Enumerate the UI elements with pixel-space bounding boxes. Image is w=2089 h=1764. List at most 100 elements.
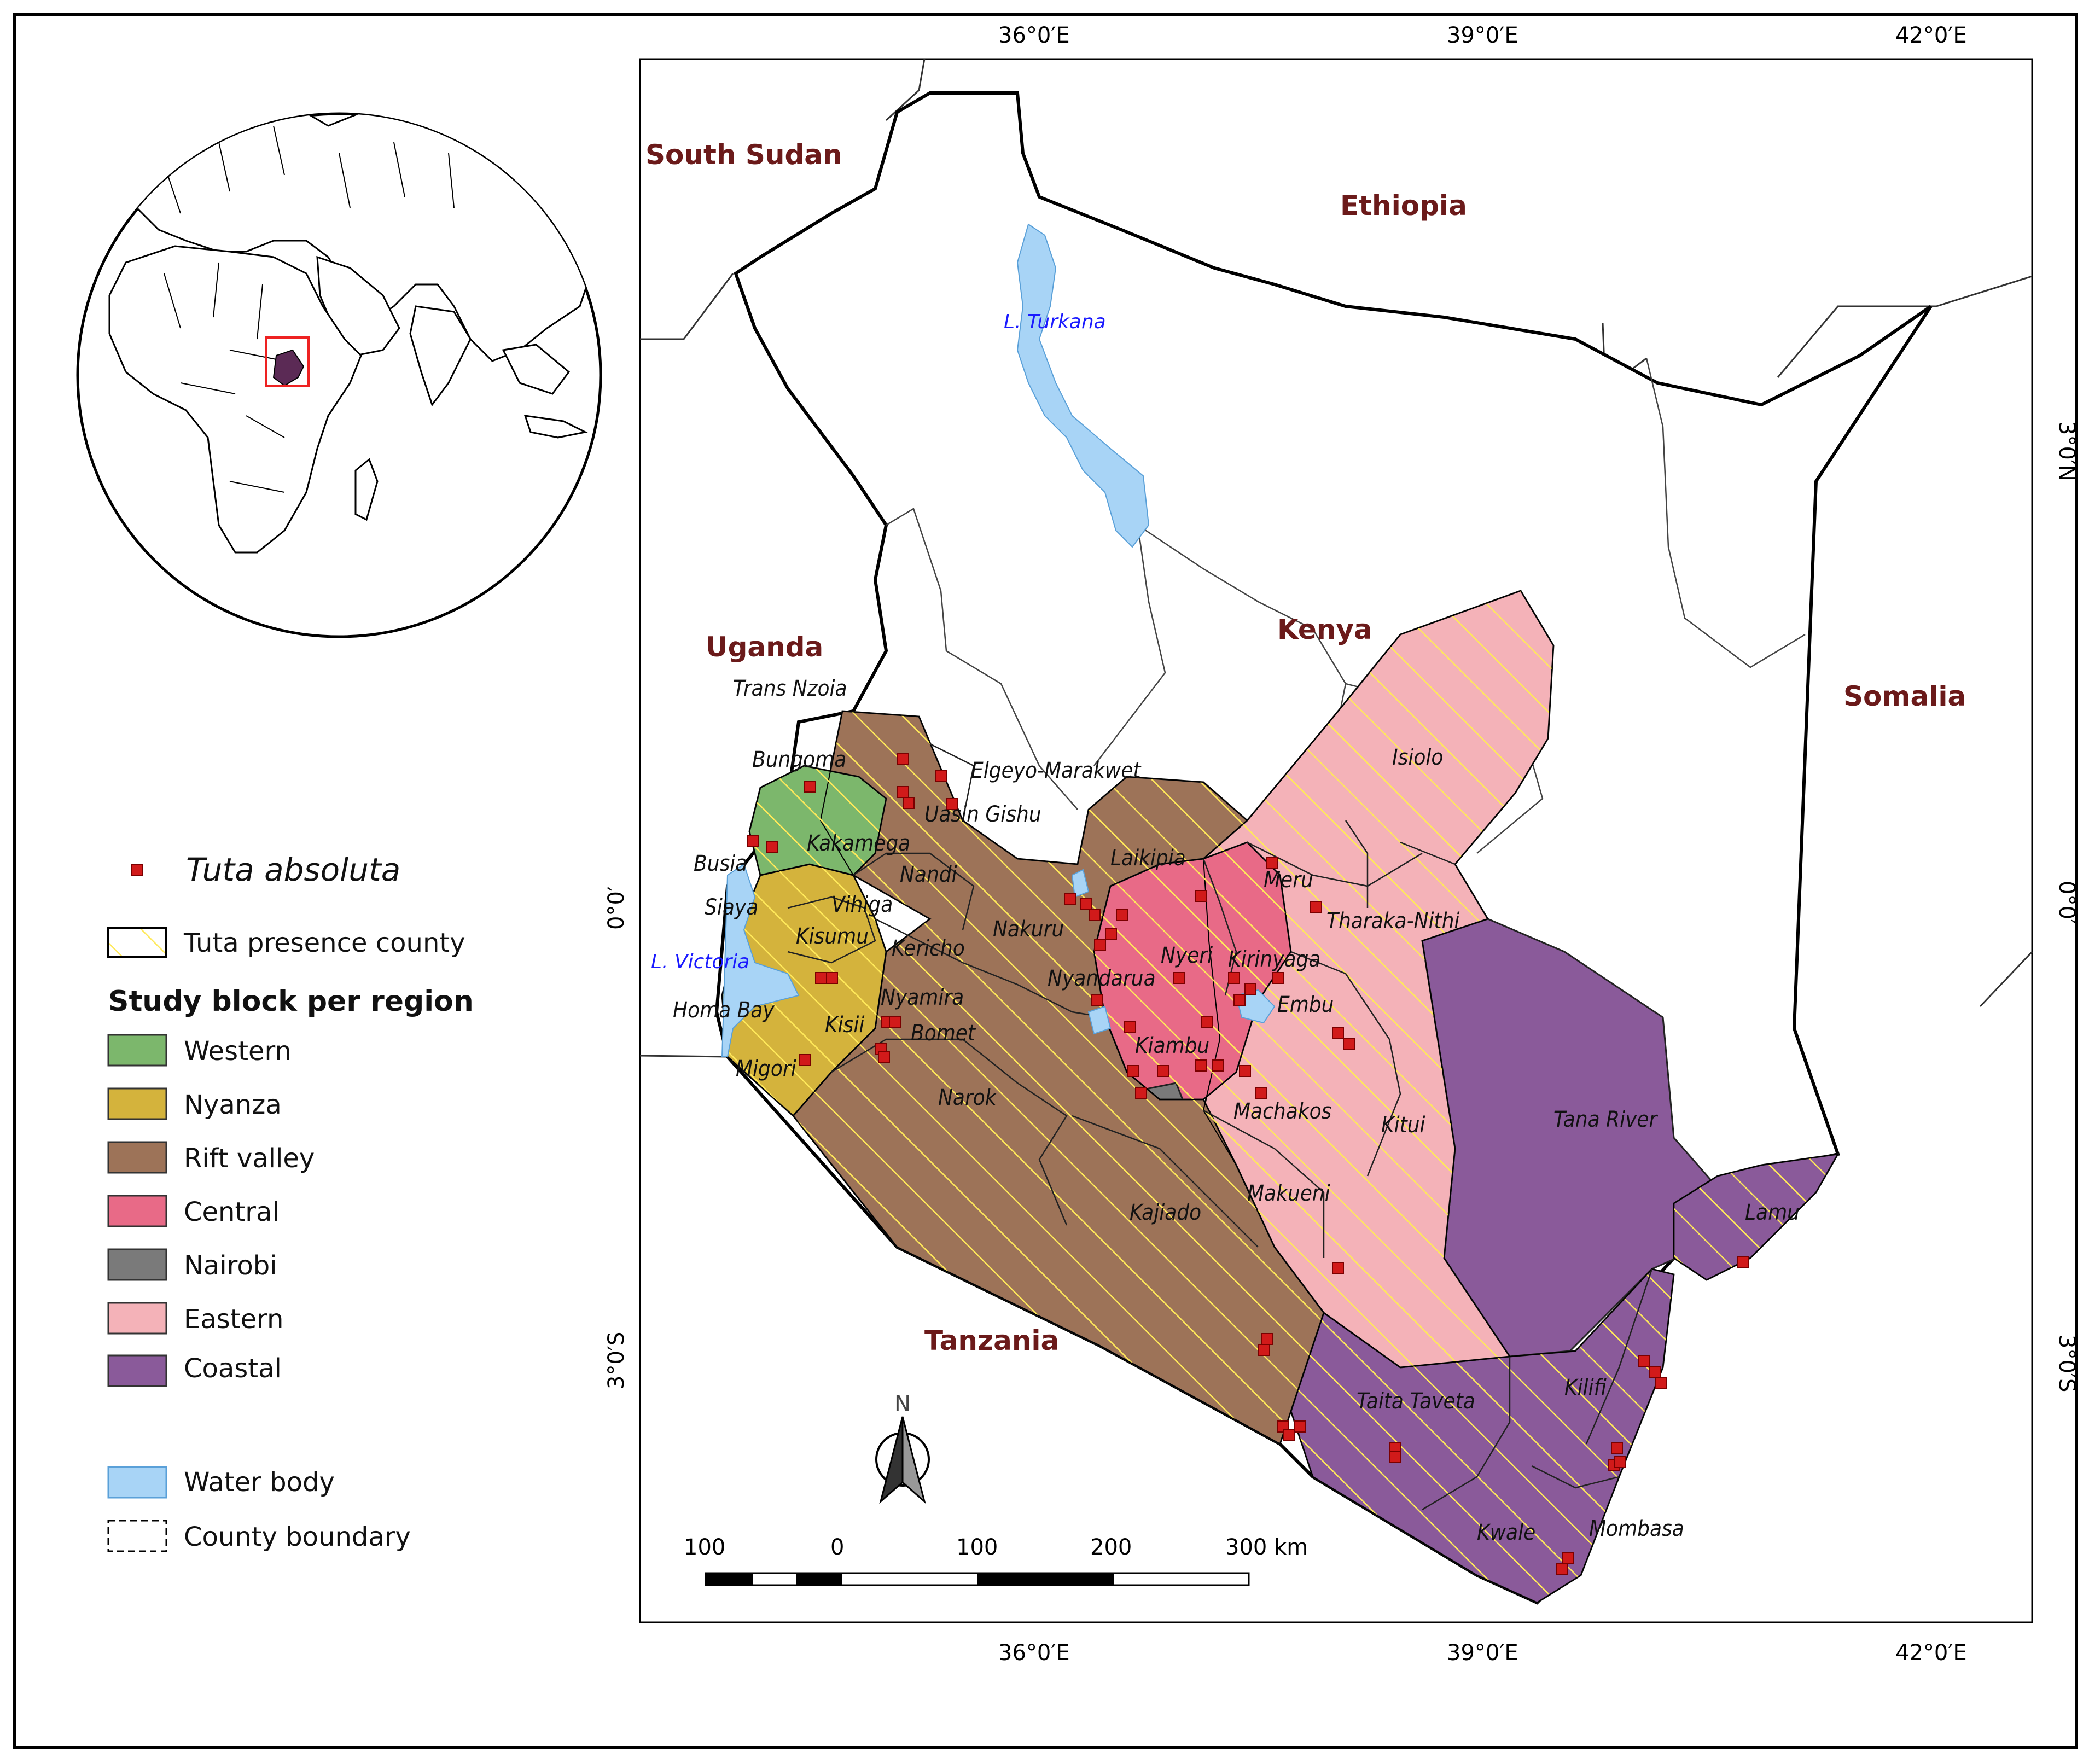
county-label: Trans Nzoia [733,676,847,701]
occurrence-point [1562,1552,1574,1564]
occurrence-points [747,753,1749,1575]
occurrence-point [747,835,759,847]
county-label: Nyeri [1161,943,1213,968]
graticule-left-label: 3°0′S [604,1332,629,1389]
occurrence-point [1089,909,1101,921]
legend-label-coastal: Coastal [184,1353,282,1384]
legend-regions-title: Study block per region [108,985,474,1018]
occurrence-point [903,797,915,809]
country-label-ethiopia: Ethiopia [1340,190,1467,222]
legend-presence-label: Tuta presence county [183,928,465,958]
graticule-right-label: 3°0′N [2054,421,2079,481]
occurrence-point [1294,1420,1306,1433]
county-label: Kilifi [1564,1375,1607,1400]
lake-baringo [1071,869,1090,898]
occurrence-point [1266,857,1278,869]
graticule-bottom-label: 42°0′E [1895,1640,1967,1666]
occurrence-point [826,972,838,984]
legend-swatch-coastal [107,1354,167,1387]
country-label-somalia: Somalia [1843,680,1966,712]
scale-bar-label: 300 km [1225,1535,1308,1560]
scale-bar-label: 0 [830,1535,844,1560]
legend-swatch-nairobi [107,1248,167,1281]
legend-label-nyanza: Nyanza [184,1090,282,1120]
county-label: Kirinyaga [1228,947,1320,972]
occurrence-point [897,753,909,765]
north-arrow-label: N [894,1392,911,1417]
county-label: Vihiga [831,892,893,917]
occurrence-point [1064,893,1076,905]
county-label: Kericho [892,936,965,961]
legend-point-swatch [131,864,143,876]
county-label: Migori [736,1056,796,1081]
county-label: Busia [694,851,747,876]
occurrence-point [1283,1429,1295,1441]
occurrence-point [889,1016,901,1028]
scale-bar: 100 0 100 200 300 km [684,1535,1308,1586]
occurrence-point [1332,1027,1344,1039]
county-label: Bomet [911,1021,976,1046]
county-label: Taita Taveta [1357,1389,1475,1414]
occurrence-point [935,770,947,782]
occurrence-point [799,1054,811,1066]
county-label: Nyandarua [1048,966,1156,991]
occurrence-point [1127,1065,1139,1077]
county-label: Embu [1277,992,1334,1017]
occurrence-point [1195,890,1207,902]
county-label: Kakamega [807,831,910,856]
occurrence-point [1638,1355,1650,1367]
graticule-left-label: 0°0′ [604,886,629,930]
occurrence-point [1105,928,1117,940]
graticule-bottom-label: 36°0′E [998,1640,1070,1666]
county-label: Nandi [900,862,957,887]
legend-label-western: Western [184,1036,292,1067]
legend-swatch-western [107,1034,167,1067]
occurrence-point [878,1051,890,1063]
county-label: Homa Bay [673,998,775,1023]
county-label: Tana River [1553,1107,1659,1132]
county-label: Uasin Gishu [924,802,1041,827]
county-label: Kitui [1381,1113,1425,1138]
occurrence-point [1212,1059,1224,1072]
county-label: Narok [938,1085,998,1110]
figure-frame [13,13,2078,1749]
scale-bar-segment [977,1573,1114,1585]
occurrence-point [804,781,816,793]
lake-naivasha [1087,1005,1112,1035]
occurrence-point [1272,972,1284,984]
county-label: Laikipia [1110,846,1186,871]
globe-landmasses [80,114,592,554]
county-label: Kajiado [1130,1200,1201,1225]
north-arrow-right-half [901,1416,926,1504]
occurrence-point [1261,1333,1273,1345]
main-map: South Sudan Ethiopia Uganda Kenya Somali… [604,23,2079,1666]
occurrence-point [1195,1059,1207,1072]
occurrence-point [1124,1021,1136,1033]
legend-swatch-water [107,1466,167,1499]
county-label: Isiolo [1392,745,1443,770]
country-label-uganda: Uganda [706,631,823,663]
county-label: Tharaka-Nithi [1326,909,1459,934]
county-label: Bungoma [752,747,846,772]
lake-turkana [1016,223,1150,548]
occurrence-point [897,786,909,798]
legend: Tuta absoluta Tuta presence county Study… [107,851,474,1552]
tuta-presence-hatching [721,590,1839,1604]
scale-bar-segment [796,1573,842,1585]
north-arrow: N [875,1392,930,1504]
county-labels: Trans Nzoia Bungoma Elgeyo-Marakwet Uasi… [673,676,1800,1545]
occurrence-point [1332,1262,1344,1274]
occurrence-point [1614,1456,1626,1468]
country-label-kenya: Kenya [1277,614,1372,645]
occurrence-point [1258,1344,1270,1356]
graticule-top-label: 39°0′E [1447,23,1518,48]
occurrence-point [1094,939,1106,951]
legend-label-central: Central [184,1197,280,1227]
kenya-highlight [272,349,305,387]
lake-victoria [721,863,800,1057]
scale-bar-label: 100 [684,1535,725,1560]
legend-swatch-eastern [107,1302,167,1335]
globe-inset [76,112,602,638]
county-label: Nakuru [993,917,1064,942]
legend-swatch-central [107,1195,167,1227]
